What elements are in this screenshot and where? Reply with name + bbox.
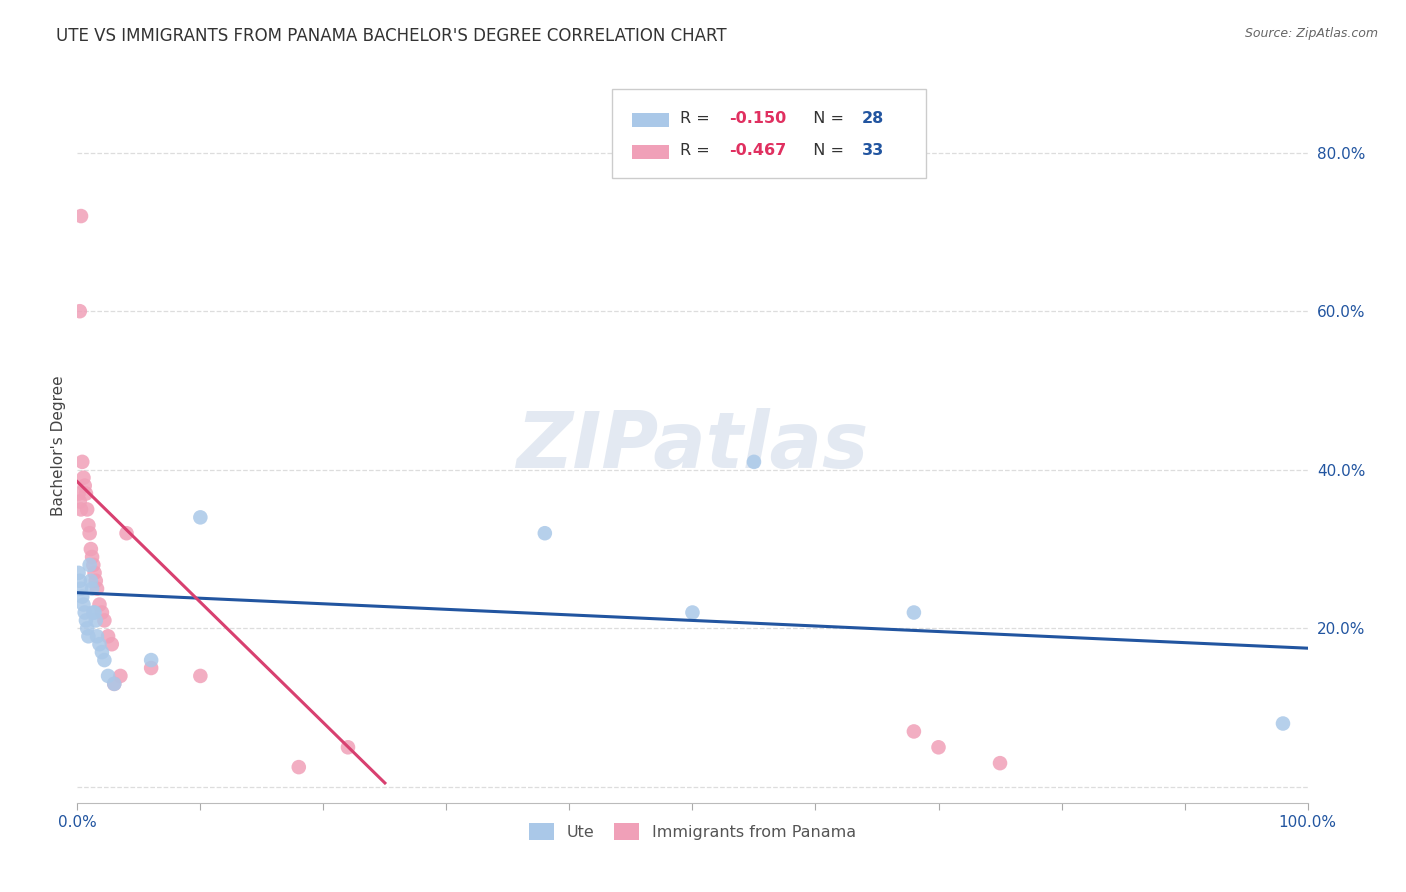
Point bbox=[97, 629, 120, 643]
Text: -0.467: -0.467 bbox=[730, 143, 786, 158]
Point bbox=[188, 510, 212, 524]
Point bbox=[69, 574, 91, 588]
Point bbox=[84, 574, 107, 588]
Legend: Ute, Immigrants from Panama: Ute, Immigrants from Panama bbox=[522, 817, 863, 847]
Point bbox=[83, 606, 105, 620]
Point bbox=[69, 494, 91, 508]
Text: N =: N = bbox=[803, 111, 849, 126]
Text: 33: 33 bbox=[862, 143, 884, 158]
Point bbox=[141, 653, 163, 667]
Point bbox=[84, 614, 107, 628]
Point bbox=[742, 455, 765, 469]
Text: R =: R = bbox=[681, 111, 716, 126]
Point bbox=[70, 502, 93, 516]
Point bbox=[988, 756, 1011, 771]
Point bbox=[79, 558, 101, 572]
Point bbox=[90, 645, 114, 659]
Text: -0.150: -0.150 bbox=[730, 111, 786, 126]
Point bbox=[89, 637, 111, 651]
Point bbox=[288, 760, 311, 774]
Point bbox=[110, 669, 132, 683]
Point bbox=[79, 526, 101, 541]
Point bbox=[89, 598, 111, 612]
Point bbox=[80, 542, 103, 557]
Point bbox=[76, 502, 98, 516]
Point bbox=[80, 574, 103, 588]
Point bbox=[101, 637, 124, 651]
Point bbox=[903, 606, 925, 620]
Point bbox=[115, 526, 138, 541]
Point bbox=[103, 677, 125, 691]
Point bbox=[82, 558, 104, 572]
Point bbox=[93, 653, 115, 667]
Point bbox=[70, 590, 93, 604]
Text: N =: N = bbox=[803, 143, 849, 158]
Point bbox=[77, 629, 100, 643]
Point bbox=[1272, 716, 1295, 731]
Point bbox=[73, 478, 96, 492]
Point bbox=[188, 669, 212, 683]
FancyBboxPatch shape bbox=[633, 145, 669, 159]
Point bbox=[141, 661, 163, 675]
Y-axis label: Bachelor's Degree: Bachelor's Degree bbox=[51, 376, 66, 516]
Point bbox=[72, 598, 94, 612]
FancyBboxPatch shape bbox=[613, 89, 927, 178]
Point bbox=[90, 606, 114, 620]
Point bbox=[534, 526, 557, 541]
Text: UTE VS IMMIGRANTS FROM PANAMA BACHELOR'S DEGREE CORRELATION CHART: UTE VS IMMIGRANTS FROM PANAMA BACHELOR'S… bbox=[56, 27, 727, 45]
Point bbox=[103, 677, 125, 691]
Point bbox=[73, 606, 96, 620]
Point bbox=[97, 669, 120, 683]
Text: R =: R = bbox=[681, 143, 716, 158]
Point bbox=[903, 724, 925, 739]
Point bbox=[928, 740, 950, 755]
Text: Source: ZipAtlas.com: Source: ZipAtlas.com bbox=[1244, 27, 1378, 40]
Point bbox=[70, 455, 93, 469]
Point bbox=[77, 518, 100, 533]
Point bbox=[93, 614, 115, 628]
Point bbox=[72, 471, 94, 485]
Point bbox=[82, 606, 104, 620]
Point bbox=[76, 621, 98, 635]
FancyBboxPatch shape bbox=[633, 112, 669, 127]
Point bbox=[83, 566, 105, 580]
Point bbox=[75, 486, 97, 500]
Point bbox=[67, 566, 90, 580]
Point bbox=[337, 740, 360, 755]
Text: ZIPatlas: ZIPatlas bbox=[516, 408, 869, 484]
Point bbox=[75, 614, 97, 628]
Point bbox=[86, 629, 108, 643]
Point bbox=[86, 582, 108, 596]
Point bbox=[682, 606, 704, 620]
Point bbox=[67, 486, 90, 500]
Point bbox=[69, 304, 91, 318]
Point bbox=[82, 549, 104, 564]
Point bbox=[82, 582, 104, 596]
Point bbox=[70, 582, 93, 596]
Text: 28: 28 bbox=[862, 111, 884, 126]
Point bbox=[70, 209, 93, 223]
